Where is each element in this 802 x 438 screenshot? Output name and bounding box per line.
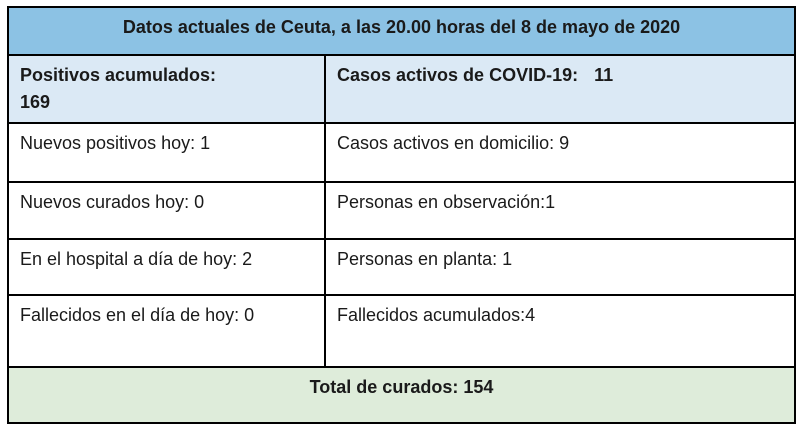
activos-domicilio-cell: Casos activos en domicilio: 9 — [324, 122, 796, 183]
table-row: Fallecidos en el día de hoy: 0 Fallecido… — [7, 294, 796, 368]
personas-planta-cell: Personas en planta: 1 — [324, 238, 796, 296]
casos-activos-label: Casos activos de COVID-19: — [337, 65, 579, 85]
title-row: Datos actuales de Ceuta, a las 20.00 hor… — [7, 6, 796, 56]
casos-activos-value: 11 — [594, 65, 614, 85]
nuevos-curados-cell: Nuevos curados hoy: 0 — [7, 181, 326, 240]
summary-row: Positivos acumulados: 169 Casos activos … — [7, 54, 796, 124]
positivos-acumulados-value: 169 — [20, 92, 51, 112]
footer-row: Total de curados: 154 — [7, 366, 796, 424]
hospital-hoy-cell: En el hospital a día de hoy: 2 — [7, 238, 326, 296]
table-row: Nuevos curados hoy: 0 Personas en observ… — [7, 181, 796, 240]
fallecidos-hoy-cell: Fallecidos en el día de hoy: 0 — [7, 294, 326, 368]
covid-report-page: Datos actuales de Ceuta, a las 20.00 hor… — [7, 6, 796, 424]
total-curados-footer: Total de curados: 154 — [7, 366, 796, 424]
casos-activos-cell: Casos activos de COVID-19: 11 — [324, 54, 796, 124]
positivos-acumulados-label: Positivos acumulados: — [20, 65, 217, 85]
personas-observacion-cell: Personas en observación:1 — [324, 181, 796, 240]
fallecidos-acumulados-cell: Fallecidos acumulados:4 — [324, 294, 796, 368]
table-title: Datos actuales de Ceuta, a las 20.00 hor… — [7, 6, 796, 56]
positivos-acumulados-cell: Positivos acumulados: 169 — [7, 54, 326, 124]
table-row: En el hospital a día de hoy: 2 Personas … — [7, 238, 796, 296]
covid-data-table: Datos actuales de Ceuta, a las 20.00 hor… — [7, 6, 796, 424]
nuevos-positivos-cell: Nuevos positivos hoy: 1 — [7, 122, 326, 183]
table-row: Nuevos positivos hoy: 1 Casos activos en… — [7, 122, 796, 183]
